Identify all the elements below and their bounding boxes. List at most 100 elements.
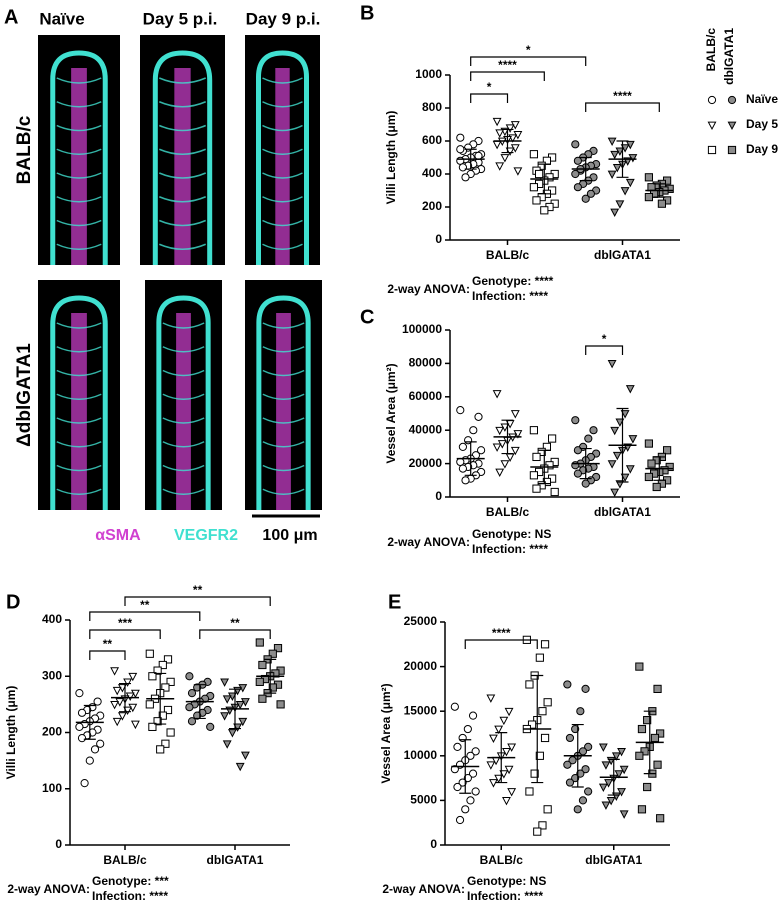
data-point: [529, 426, 538, 435]
data-point: [220, 678, 230, 687]
vessel: [159, 77, 206, 84]
data-point: [563, 760, 572, 769]
vessel: [159, 196, 206, 203]
error-bar: [154, 672, 167, 725]
data-point: [620, 410, 630, 419]
y-tick-label: 20000: [409, 456, 443, 470]
y-tick-label: 15000: [404, 703, 438, 717]
data-point: [153, 666, 162, 675]
column-header: Day 5 p.i.: [143, 9, 218, 28]
error-bar: [653, 183, 666, 198]
anova-result: Genotype: ****: [472, 274, 554, 288]
vessel: [162, 322, 205, 329]
significance-label: **: [103, 637, 113, 651]
vessel: [56, 219, 102, 227]
column-header: Naïve: [39, 9, 84, 28]
data-point: [166, 677, 175, 686]
vessel: [56, 77, 102, 84]
data-point: [565, 733, 575, 743]
vessel: [56, 417, 102, 424]
data-point: [571, 140, 580, 149]
data-point: [220, 712, 230, 721]
significance-bracket: [124, 596, 271, 606]
data-point: [656, 814, 665, 823]
data-point: [453, 782, 462, 792]
legend-marker: [707, 121, 717, 131]
vessel: [56, 172, 102, 179]
data-point: [145, 700, 154, 709]
data-point: [513, 167, 523, 176]
anova-result: Infection: ****: [472, 289, 548, 303]
micrograph: [245, 280, 322, 510]
significance-bracket: [470, 71, 545, 81]
data-point: [540, 206, 549, 215]
vessel: [262, 101, 303, 108]
vessel: [162, 417, 205, 424]
data-point: [461, 476, 470, 485]
error-bar: [538, 163, 551, 195]
data-point: [185, 703, 194, 712]
vessel: [262, 322, 305, 329]
data-point: [543, 805, 552, 814]
data-point: [268, 683, 277, 692]
data-point: [461, 805, 470, 814]
legend-marker: [707, 145, 717, 155]
anova-result: Genotype: ***: [92, 874, 169, 888]
anova-label: 2-way ANOVA:: [387, 535, 470, 549]
significance-bracket: [470, 93, 509, 103]
vessel: [262, 346, 305, 353]
data-point: [75, 722, 84, 731]
data-point: [158, 711, 167, 720]
data-point: [505, 453, 515, 462]
significance-label: *: [602, 332, 607, 346]
vessel: [262, 124, 303, 132]
micrograph: [38, 35, 120, 265]
villus-outline: [152, 50, 213, 265]
data-point: [148, 672, 157, 681]
column-header: Day 9 p.i.: [246, 9, 321, 28]
vessel: [162, 441, 205, 448]
data-point: [161, 739, 170, 748]
data-point: [255, 677, 264, 686]
data-point: [117, 712, 127, 721]
data-point: [643, 782, 652, 792]
anova-result: Infection: ****: [92, 889, 168, 903]
data-point: [548, 434, 557, 443]
data-point: [611, 752, 621, 761]
legend-marker: [727, 95, 737, 105]
micrograph: [140, 35, 225, 265]
data-point: [492, 117, 502, 127]
data-point: [495, 162, 505, 171]
data-point: [166, 728, 175, 737]
data-point: [494, 725, 504, 735]
anova-result: Genotype: NS: [472, 527, 551, 541]
y-tick-label: 60000: [409, 389, 443, 403]
data-point: [527, 720, 537, 729]
data-point: [529, 150, 538, 159]
vessel: [262, 243, 303, 250]
y-tick-label: 1000: [415, 67, 442, 81]
anova-result: Infection: ****: [467, 889, 543, 903]
vessel: [56, 393, 102, 400]
anova-result: Infection: ****: [472, 542, 548, 556]
villus-outline: [50, 295, 108, 510]
data-point: [537, 447, 546, 457]
data-point: [663, 446, 672, 455]
data-point: [450, 702, 459, 711]
y-tick-label: 200: [422, 199, 442, 213]
significance-bracket: [199, 629, 271, 639]
data-point: [644, 173, 653, 182]
data-point: [112, 717, 122, 727]
data-point: [510, 446, 520, 456]
vessel: [56, 488, 102, 495]
data-point: [227, 729, 237, 738]
data-point: [477, 446, 486, 455]
data-point: [571, 724, 580, 734]
y-tick-label: 10000: [404, 748, 438, 762]
data-point: [635, 751, 644, 760]
data-point: [458, 778, 467, 787]
anova-result: Genotype: NS: [467, 874, 546, 888]
data-point: [589, 426, 598, 435]
data-point: [620, 473, 630, 482]
data-point: [240, 751, 250, 761]
